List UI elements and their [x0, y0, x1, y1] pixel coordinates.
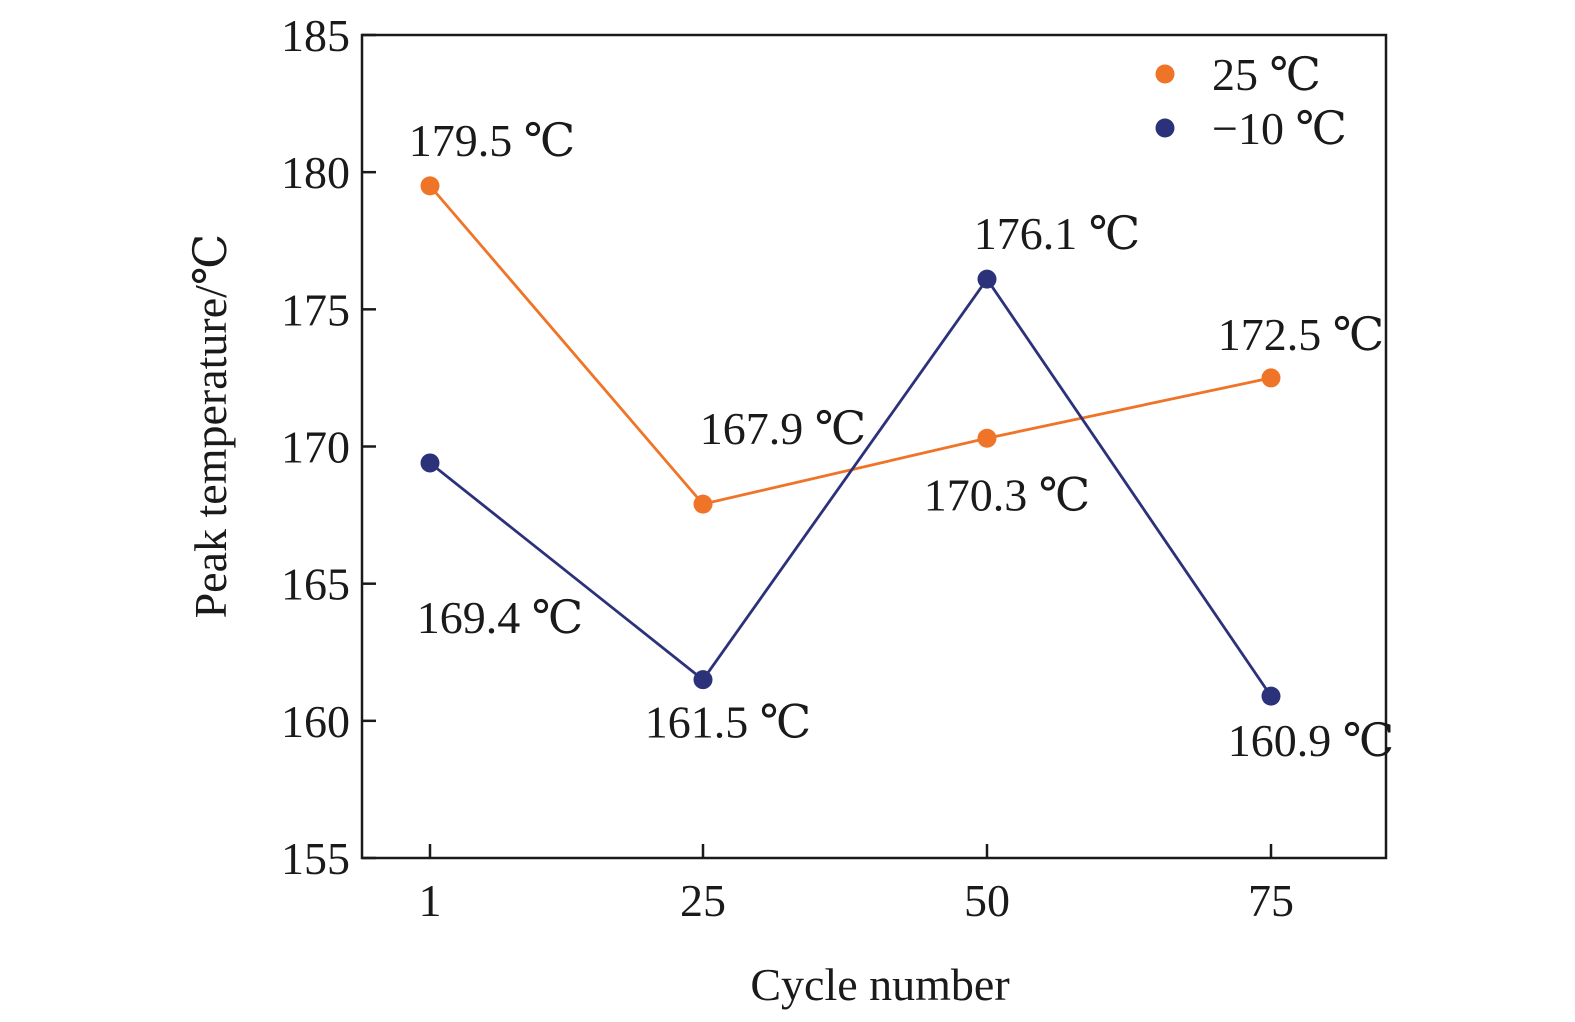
series-0: 179.5 ℃ 167.9 ℃ 170.3 ℃ 172.5 ℃: [409, 115, 1384, 520]
legend-label: −10 ℃: [1212, 103, 1347, 154]
data-label: 160.9 ℃: [1228, 715, 1394, 766]
series-1: 169.4 ℃ 161.5 ℃ 176.1 ℃ 160.9 ℃: [417, 208, 1394, 766]
data-label: 179.5 ℃: [409, 115, 575, 166]
y-tick-label: 160: [281, 696, 350, 747]
x-tick-label: 50: [964, 875, 1010, 926]
data-label: 170.3 ℃: [924, 469, 1090, 520]
y-tick-label: 180: [281, 147, 350, 198]
series-line: [429, 276, 1273, 697]
y-tick-label: 155: [281, 833, 350, 884]
data-label: 172.5 ℃: [1218, 309, 1384, 360]
legend-label: 25 ℃: [1212, 49, 1321, 100]
data-point: [1261, 368, 1281, 388]
y-axis-title: Peak temperature/℃: [185, 234, 236, 619]
data-point: [1261, 686, 1281, 706]
data-point: [420, 176, 440, 196]
series-layer: 179.5 ℃ 167.9 ℃ 170.3 ℃ 172.5 ℃ 169.4 ℃ 161.5…: [409, 115, 1394, 766]
data-point: [693, 670, 713, 690]
data-label: 161.5 ℃: [645, 697, 811, 748]
legend: 25 ℃−10 ℃: [1155, 49, 1347, 154]
data-point: [977, 269, 997, 289]
data-label: 176.1 ℃: [974, 208, 1140, 259]
data-label: 167.9 ℃: [700, 403, 866, 454]
series-line: [428, 184, 1272, 506]
x-axis: 1 25 50 75: [419, 844, 1294, 926]
x-tick-label: 1: [419, 875, 442, 926]
y-axis: 155 160 165 170 175 180 185: [281, 10, 376, 884]
x-tick-label: 25: [680, 875, 726, 926]
legend-marker: [1155, 64, 1175, 84]
data-label: 169.4 ℃: [417, 592, 583, 643]
legend-marker: [1155, 118, 1175, 138]
y-tick-label: 170: [281, 422, 350, 473]
data-point: [693, 494, 713, 514]
x-axis-title: Cycle number: [750, 959, 1009, 1010]
y-tick-label: 185: [281, 10, 350, 61]
data-point: [977, 428, 997, 448]
x-tick-label: 75: [1248, 875, 1294, 926]
y-tick-label: 165: [281, 559, 350, 610]
y-tick-label: 175: [281, 284, 350, 335]
data-point: [420, 453, 440, 473]
